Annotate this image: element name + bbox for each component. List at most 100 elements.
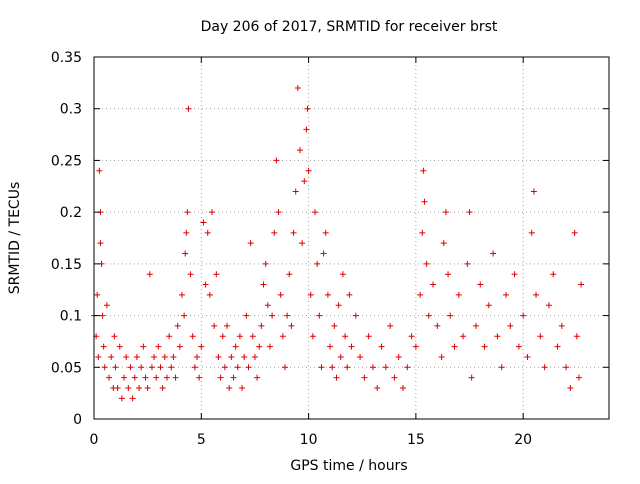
chart-title: Day 206 of 2017, SRMTID for receiver brs…	[201, 19, 498, 35]
data-point	[106, 374, 113, 381]
data-point	[498, 364, 505, 371]
data-point	[157, 364, 164, 371]
data-point	[247, 240, 254, 247]
data-point	[281, 364, 288, 371]
x-tick-label: 15	[407, 432, 425, 448]
data-point	[573, 333, 580, 340]
data-point	[239, 384, 246, 391]
data-point	[258, 322, 265, 329]
data-point	[232, 343, 239, 350]
data-point	[408, 333, 415, 340]
x-tick-label: 20	[514, 432, 532, 448]
data-point	[133, 353, 140, 360]
data-point	[575, 374, 582, 381]
y-tick-label: 0.35	[51, 50, 82, 66]
data-point	[528, 229, 535, 236]
data-point	[423, 260, 430, 267]
data-point	[481, 343, 488, 350]
data-point	[378, 343, 385, 350]
data-point	[172, 374, 179, 381]
data-point	[174, 322, 181, 329]
data-point	[191, 364, 198, 371]
plot-frame	[93, 56, 610, 420]
data-point	[303, 126, 310, 133]
data-point	[494, 333, 501, 340]
grid	[94, 57, 609, 419]
data-point	[211, 322, 218, 329]
data-point	[146, 271, 153, 278]
y-tick-label: 0.05	[51, 360, 82, 376]
data-point	[387, 322, 394, 329]
x-tick-label: 10	[300, 432, 318, 448]
data-points	[91, 85, 585, 402]
data-point	[337, 353, 344, 360]
data-point	[391, 374, 398, 381]
data-point	[273, 157, 280, 164]
data-point	[144, 384, 151, 391]
data-point	[148, 364, 155, 371]
data-point	[138, 364, 145, 371]
data-point	[312, 209, 319, 216]
data-point	[352, 312, 359, 319]
data-point	[320, 250, 327, 257]
data-point	[271, 229, 278, 236]
data-point	[215, 353, 222, 360]
data-point	[485, 302, 492, 309]
data-point	[382, 364, 389, 371]
data-point	[537, 333, 544, 340]
data-point	[442, 209, 449, 216]
data-point	[182, 250, 189, 257]
data-point	[277, 291, 284, 298]
data-point	[213, 271, 220, 278]
data-point	[316, 312, 323, 319]
data-point	[290, 229, 297, 236]
data-point	[400, 384, 406, 391]
data-point	[264, 302, 271, 309]
data-point	[344, 364, 351, 371]
data-point	[417, 291, 424, 298]
data-point	[101, 364, 108, 371]
x-tick-label: 0	[90, 432, 99, 448]
data-point	[545, 302, 552, 309]
data-point	[266, 343, 273, 350]
data-point	[187, 271, 194, 278]
data-point	[307, 291, 314, 298]
data-point	[166, 333, 173, 340]
data-point	[324, 291, 331, 298]
data-point	[530, 188, 537, 195]
data-point	[571, 229, 578, 236]
data-point	[507, 322, 514, 329]
data-point	[524, 353, 531, 360]
y-tick-label: 0.25	[51, 153, 82, 169]
data-point	[178, 291, 185, 298]
data-point	[304, 105, 311, 112]
data-point	[288, 322, 295, 329]
data-point	[269, 312, 276, 319]
data-point	[550, 271, 557, 278]
data-point	[346, 291, 353, 298]
data-point	[567, 384, 574, 391]
x-axis-label: GPS time / hours	[290, 458, 407, 474]
data-point	[335, 302, 342, 309]
data-point	[224, 322, 231, 329]
data-point	[194, 353, 200, 360]
data-point	[99, 312, 106, 319]
data-point	[198, 343, 205, 350]
data-point	[123, 353, 130, 360]
data-point	[219, 333, 226, 340]
data-point	[434, 322, 441, 329]
y-tick-label: 0	[73, 412, 82, 428]
data-point	[116, 343, 123, 350]
data-point	[490, 250, 497, 257]
data-point	[365, 333, 372, 340]
data-point	[108, 353, 115, 360]
data-point	[329, 364, 336, 371]
data-point	[361, 374, 368, 381]
data-point	[204, 229, 211, 236]
data-point	[202, 281, 209, 288]
data-point	[206, 291, 213, 298]
data-point	[286, 271, 293, 278]
data-point	[121, 374, 128, 381]
data-point	[95, 353, 102, 360]
